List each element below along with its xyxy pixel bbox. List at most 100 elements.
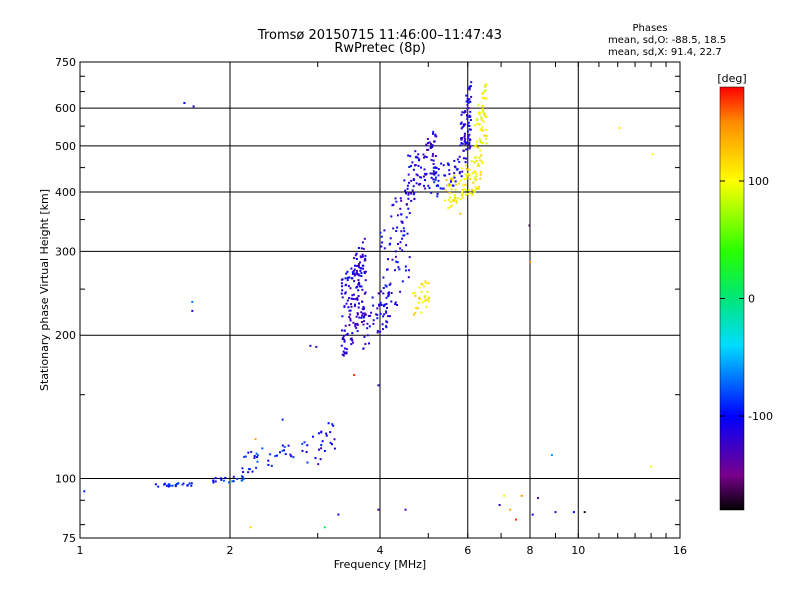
echo-point (381, 323, 384, 326)
echo-point (420, 283, 423, 286)
echo-point (384, 284, 387, 287)
echo-point (388, 243, 391, 246)
echo-point (363, 307, 366, 310)
echo-point (392, 203, 395, 206)
echo-point (353, 305, 356, 308)
x-tick-label: 8 (527, 544, 534, 557)
echo-point (410, 179, 413, 182)
echo-point (451, 177, 454, 180)
echo-point (434, 166, 437, 169)
echo-point (250, 450, 253, 453)
echo-point (479, 128, 482, 131)
echo-point (321, 440, 324, 443)
echo-point (481, 160, 484, 163)
echo-point (362, 247, 365, 250)
echo-point (399, 197, 402, 200)
echo-point (449, 184, 452, 187)
echo-point (453, 159, 456, 162)
echo-point (341, 285, 344, 288)
echo-point (479, 141, 482, 144)
echo-point (458, 182, 461, 185)
echo-point (228, 481, 230, 484)
echo-point (357, 283, 360, 286)
echo-point (467, 107, 470, 110)
echo-point (434, 133, 437, 136)
echo-point (468, 168, 471, 171)
echo-point (287, 444, 290, 447)
echo-point (469, 192, 472, 195)
echo-point (458, 172, 461, 175)
x-tick-label: 2 (227, 544, 234, 557)
echo-point (437, 179, 440, 182)
echo-point (416, 156, 419, 159)
echo-point (345, 272, 348, 275)
echo-point (423, 168, 426, 171)
echo-point (537, 497, 539, 499)
echo-point (364, 254, 367, 257)
echo-point (357, 289, 360, 292)
echo-point (465, 94, 468, 97)
echo-point (469, 138, 472, 141)
echo-point (356, 298, 359, 301)
echo-point (405, 244, 408, 247)
echo-point (484, 89, 487, 92)
echo-point (353, 274, 356, 277)
echo-point (342, 335, 345, 338)
echo-point (485, 142, 488, 145)
echo-point (406, 184, 409, 187)
echo-point (453, 197, 456, 200)
echo-point (481, 126, 484, 129)
y-tick-label: 400 (55, 186, 76, 199)
echo-point (348, 324, 351, 327)
chart-title: Tromsø 20150715 11:46:00–11:47:43 (257, 28, 502, 43)
echo-point (317, 463, 320, 466)
echo-point (370, 311, 373, 314)
echo-point (356, 285, 358, 288)
echo-point (171, 484, 174, 487)
echo-point (366, 334, 369, 337)
echo-point (427, 300, 430, 303)
echo-point (248, 468, 251, 471)
echo-point (256, 454, 259, 457)
echo-point (478, 113, 481, 116)
echo-point (480, 116, 483, 119)
echo-point (476, 146, 479, 149)
echo-point (471, 192, 474, 195)
echo-point (375, 313, 378, 316)
echo-point (401, 280, 404, 283)
echo-point (331, 443, 333, 446)
echo-point (256, 460, 259, 463)
echo-point (407, 276, 410, 279)
echo-point (474, 156, 477, 159)
stats-o-mode: mean, sd,O: -88.5, 18.5 (608, 35, 726, 46)
echo-point (459, 198, 462, 201)
echo-point (463, 188, 466, 191)
echo-point (354, 323, 357, 326)
stats-x-mode: mean, sd,X: 91.4, 22.7 (608, 47, 722, 58)
echo-point (378, 304, 381, 307)
echo-point (341, 289, 344, 292)
echo-point (466, 173, 469, 176)
echo-point (356, 323, 359, 326)
echo-point (407, 192, 410, 195)
echo-point (471, 188, 473, 191)
echo-point (407, 269, 410, 272)
echo-point (355, 270, 358, 272)
echo-point (465, 177, 468, 180)
echo-point (309, 344, 312, 347)
echo-point (446, 183, 449, 186)
echo-point (236, 477, 239, 480)
echo-point (317, 432, 320, 435)
echo-point (407, 193, 410, 196)
echo-point (462, 196, 464, 199)
echo-point (350, 303, 352, 306)
echo-point (341, 296, 344, 299)
echo-point (394, 197, 397, 200)
echo-point (364, 279, 367, 282)
echo-point (358, 281, 360, 284)
echo-point (550, 454, 553, 457)
echo-point (396, 261, 399, 264)
echo-point (386, 268, 389, 271)
echo-point (380, 304, 383, 306)
echo-point (366, 327, 369, 330)
